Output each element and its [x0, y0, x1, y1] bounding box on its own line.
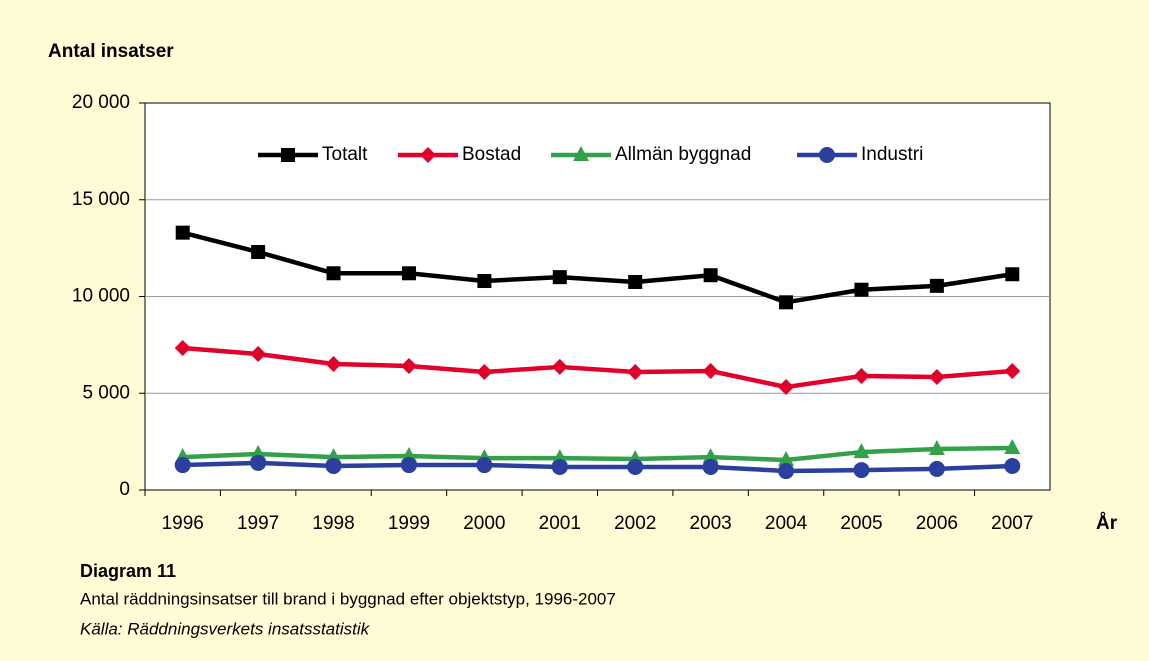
caption: Antal räddningsinsatser till brand i byg… — [80, 589, 616, 608]
marker — [174, 457, 191, 474]
source: Källa: Räddningsverkets insatsstatistik — [80, 619, 371, 638]
marker — [325, 356, 342, 373]
marker — [1005, 267, 1020, 282]
marker — [854, 282, 869, 297]
marker — [400, 457, 417, 474]
marker — [281, 148, 295, 162]
y-tick-label: 10 000 — [72, 286, 130, 307]
marker — [400, 357, 417, 374]
series-line — [182, 445, 1013, 463]
marker — [853, 462, 870, 479]
caption-title: Diagram 11 — [80, 561, 176, 581]
x-tick-label: 1999 — [388, 513, 430, 534]
marker — [476, 363, 493, 380]
marker — [627, 458, 644, 475]
marker — [401, 266, 416, 281]
marker — [251, 244, 266, 259]
marker — [702, 362, 719, 379]
marker — [174, 339, 191, 356]
x-axis-label: År — [1096, 513, 1118, 534]
x-tick-label: 2001 — [539, 513, 581, 534]
legend-label: Bostad — [462, 144, 521, 165]
marker — [1004, 362, 1021, 379]
x-tick-label: 2000 — [463, 513, 505, 534]
marker — [928, 460, 945, 477]
marker — [325, 458, 342, 475]
y-tick-label: 20 000 — [72, 92, 130, 113]
marker — [853, 443, 870, 459]
marker — [703, 268, 718, 283]
series-line — [182, 460, 1013, 474]
marker — [853, 368, 870, 385]
series-line — [182, 230, 1013, 305]
marker — [819, 147, 835, 163]
legend-label: Totalt — [322, 144, 368, 165]
x-tick-label: 2004 — [765, 513, 808, 534]
x-tick-label: 1996 — [162, 513, 204, 534]
marker — [175, 225, 190, 240]
legend-label: Allmän byggnad — [615, 144, 751, 165]
y-axis-label: Antal insatser — [48, 41, 174, 62]
marker — [1004, 439, 1021, 455]
marker — [779, 295, 794, 310]
marker — [628, 274, 643, 289]
x-tick-label: 2006 — [916, 513, 958, 534]
x-tick-label: 2007 — [991, 513, 1033, 534]
marker — [476, 457, 493, 474]
x-tick-label: 1997 — [237, 513, 279, 534]
x-tick-label: 1998 — [312, 513, 354, 534]
marker — [326, 266, 341, 281]
marker — [1004, 458, 1021, 475]
marker — [928, 439, 945, 455]
marker — [420, 147, 436, 163]
marker — [778, 463, 795, 480]
marker — [477, 274, 492, 289]
marker — [551, 458, 568, 475]
marker — [928, 368, 945, 385]
x-tick-label: 2002 — [614, 513, 656, 534]
marker — [929, 278, 944, 293]
y-tick-label: 5 000 — [82, 382, 130, 403]
marker — [551, 358, 568, 375]
marker — [250, 454, 267, 471]
marker — [702, 448, 719, 464]
y-tick-label: 15 000 — [72, 189, 130, 210]
series-line — [182, 345, 1013, 390]
legend-label: Industri — [861, 144, 923, 165]
marker — [778, 379, 795, 396]
marker — [778, 451, 795, 467]
x-tick-label: 2005 — [840, 513, 882, 534]
marker — [552, 270, 567, 285]
marker — [250, 345, 267, 362]
marker — [627, 363, 644, 380]
marker — [573, 146, 589, 161]
x-tick-label: 2003 — [689, 513, 731, 534]
y-tick-label: 0 — [119, 479, 130, 500]
marker — [702, 458, 719, 475]
